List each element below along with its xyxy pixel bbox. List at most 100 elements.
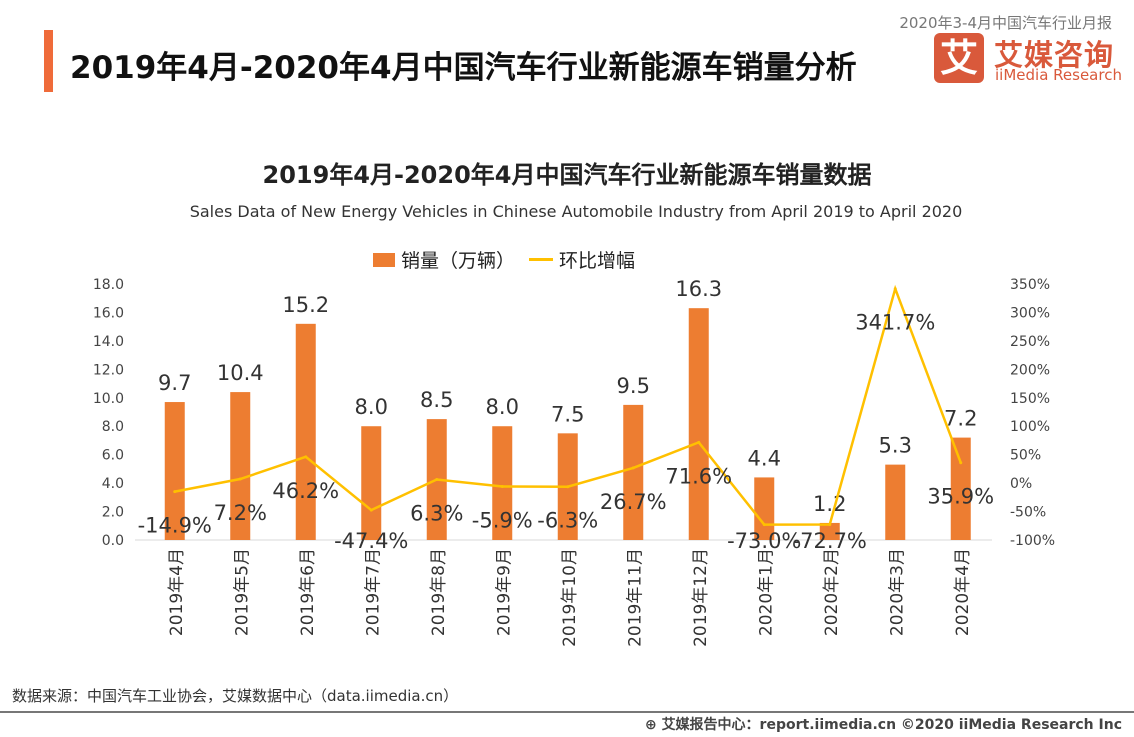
bar <box>950 437 971 540</box>
footer-copyright: 艾媒报告中心：report.iimedia.cn ©2020 iiMedia R… <box>661 717 1122 733</box>
bar <box>295 323 316 540</box>
legend-line-swatch <box>529 258 554 261</box>
brand-name-en: iiMedia Research <box>995 66 1122 84</box>
line-point <box>500 484 504 488</box>
bar-label: 8.0 <box>486 395 519 419</box>
y-right-tick: 0% <box>1010 476 1032 492</box>
x-tick: 2019年4月 <box>167 548 187 636</box>
line-label: -5.9% <box>472 508 533 532</box>
x-tick: 2019年9月 <box>494 548 514 636</box>
y-left-tick: 16.0 <box>93 305 124 321</box>
legend-bar-label: 销量（万辆） <box>401 250 516 272</box>
bar <box>819 522 840 540</box>
y-left-tick: 8.0 <box>102 419 124 435</box>
y-right-tick: -100% <box>1010 533 1055 549</box>
y-right-tick: 200% <box>1010 362 1050 378</box>
line-label: -6.3% <box>537 509 598 533</box>
line-point <box>238 477 242 481</box>
y-right-tick: 150% <box>1010 391 1050 407</box>
line-point <box>435 478 439 482</box>
line-point <box>631 466 635 470</box>
x-tick: 2019年7月 <box>363 548 383 636</box>
line-point <box>893 287 897 291</box>
line-label: 7.2% <box>214 501 267 525</box>
line-point <box>304 455 308 459</box>
line-point <box>369 508 373 512</box>
bar <box>492 426 513 540</box>
x-tick: 2019年8月 <box>429 548 449 636</box>
line-label: 6.3% <box>410 502 463 526</box>
legend-line-label: 环比增幅 <box>559 250 636 272</box>
bar <box>885 464 906 540</box>
bar-label: 8.5 <box>420 388 453 412</box>
brand-logo-icon: 艾 <box>934 33 984 83</box>
globe-icon: ⊕ <box>644 717 662 733</box>
y-right-tick: 250% <box>1010 334 1050 350</box>
y-left-tick: 18.0 <box>93 277 124 293</box>
x-tick: 2020年1月 <box>756 548 776 636</box>
line-point <box>697 440 701 444</box>
bar <box>230 392 251 540</box>
bar-label: 1.2 <box>813 492 846 516</box>
x-tick: 2019年5月 <box>232 548 252 636</box>
y-right-tick: 50% <box>1010 448 1041 464</box>
line-label: 35.9% <box>927 485 994 509</box>
y-left-tick: 12.0 <box>93 362 124 378</box>
bar-label: 9.7 <box>158 371 191 395</box>
line-label: -47.4% <box>334 529 408 553</box>
bar <box>164 402 185 540</box>
x-tick: 2019年12月 <box>691 548 711 647</box>
bar <box>688 308 709 540</box>
legend: 销量（万辆） 环比增幅 <box>373 246 635 273</box>
y-left-tick: 4.0 <box>102 476 124 492</box>
bar-label: 16.3 <box>675 277 722 301</box>
brand-name: 艾媒咨询 <box>994 38 1115 72</box>
line-point <box>762 523 766 527</box>
footer-divider <box>0 711 1134 713</box>
bar <box>361 426 382 540</box>
bar-label: 5.3 <box>879 434 912 458</box>
line-point <box>959 461 963 465</box>
y-left-tick: 2.0 <box>102 505 124 521</box>
x-tick: 2020年3月 <box>887 548 907 636</box>
line-label: 71.6% <box>665 464 732 488</box>
y-left-tick: 0.0 <box>102 533 124 549</box>
chart-title: 2019年4月-2020年4月中国汽车行业新能源车销量数据 <box>262 161 872 189</box>
bar-label: 7.2 <box>944 407 977 431</box>
title-accent-bar <box>44 30 53 92</box>
line-label: -72.7% <box>793 529 867 553</box>
x-tick: 2020年4月 <box>953 548 973 636</box>
x-tick: 2020年2月 <box>822 548 842 636</box>
line-point <box>828 522 832 526</box>
footer-text: ⊕ 艾媒报告中心：report.iimedia.cn ©2020 iiMedia… <box>645 714 1122 734</box>
bar-label: 15.2 <box>282 293 329 317</box>
y-left-tick: 6.0 <box>102 448 124 464</box>
line-point <box>173 490 177 494</box>
bar <box>623 404 644 540</box>
line-label: 341.7% <box>855 311 935 335</box>
x-tick: 2019年11月 <box>625 548 645 647</box>
y-left-tick: 10.0 <box>93 391 124 407</box>
line-label: -73.0% <box>727 529 801 553</box>
bar-label: 7.5 <box>551 402 584 426</box>
x-tick: 2019年10月 <box>560 548 580 647</box>
bar-label: 8.0 <box>355 395 388 419</box>
page-title: 2019年4月-2020年4月中国汽车行业新能源车销量分析 <box>70 50 857 86</box>
bar-label: 9.5 <box>617 374 650 398</box>
y-right-tick: -50% <box>1010 505 1046 521</box>
y-left-tick: 14.0 <box>93 334 124 350</box>
bar-label: 4.4 <box>748 446 781 470</box>
y-right-tick: 300% <box>1010 305 1050 321</box>
line-label: 46.2% <box>272 479 339 503</box>
line-point <box>566 485 570 489</box>
line-label: -14.9% <box>138 514 212 538</box>
y-right-tick: 100% <box>1010 419 1050 435</box>
x-tick: 2019年6月 <box>298 548 318 636</box>
y-right-tick: 350% <box>1010 277 1050 293</box>
bar-label: 10.4 <box>217 361 264 385</box>
legend-bar-swatch <box>373 252 395 267</box>
data-source: 数据来源：中国汽车工业协会，艾媒数据中心（data.iimedia.cn） <box>12 687 459 705</box>
report-name: 2020年3-4月中国汽车行业月报 <box>899 14 1112 32</box>
chart-subtitle: Sales Data of New Energy Vehicles in Chi… <box>189 202 963 221</box>
